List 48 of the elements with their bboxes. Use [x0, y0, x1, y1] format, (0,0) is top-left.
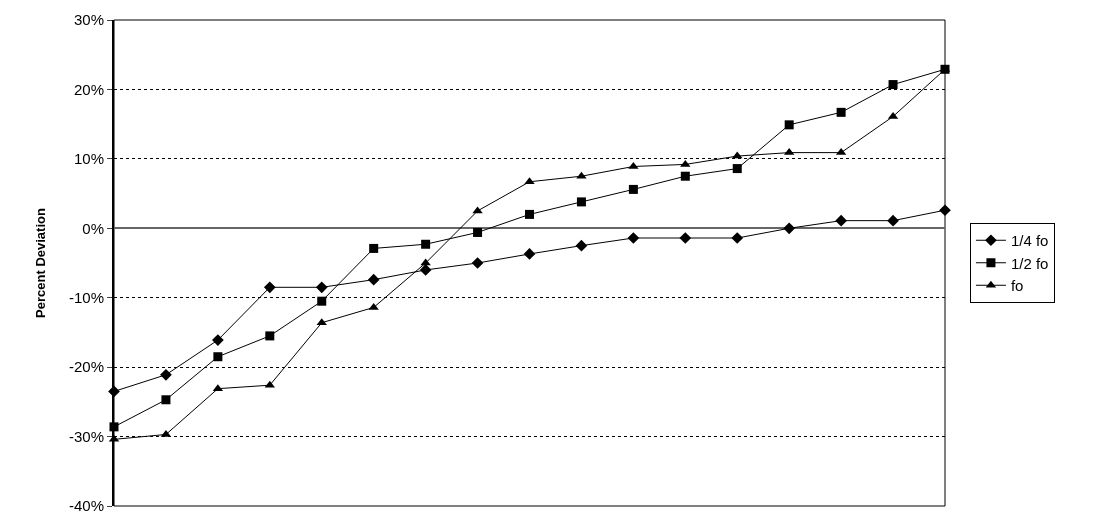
point [784, 120, 794, 130]
point [368, 302, 379, 310]
legend-label: 1/4 fo [1010, 232, 1049, 250]
point [265, 331, 275, 341]
point [212, 334, 224, 346]
point [315, 281, 328, 294]
point [679, 232, 692, 244]
y-tick-label: 20% [73, 80, 104, 98]
point [680, 171, 690, 181]
point [576, 197, 586, 207]
point [835, 214, 847, 227]
point [627, 232, 640, 244]
point [731, 232, 744, 244]
point [628, 184, 638, 194]
point [472, 206, 483, 214]
point [471, 257, 484, 269]
y-axis-title: Percent Deviation [33, 208, 49, 318]
point [939, 204, 951, 217]
point [160, 368, 172, 381]
point [887, 214, 899, 227]
y-tick-label: -40% [68, 497, 104, 515]
y-tick-label: -10% [68, 288, 104, 306]
point [473, 227, 483, 237]
point [524, 177, 535, 185]
point [317, 296, 327, 306]
point [161, 395, 171, 405]
point [367, 273, 380, 286]
point [628, 161, 639, 169]
legend-label: fo [1010, 277, 1024, 295]
point [680, 159, 691, 167]
point [263, 281, 276, 294]
point [213, 352, 223, 362]
point [836, 107, 846, 117]
point [419, 264, 432, 276]
point [575, 239, 588, 252]
point [888, 80, 898, 90]
y-tick-label: -20% [68, 358, 104, 376]
y-tick-label: -30% [68, 427, 104, 445]
legend-label: 1/2 fo [1010, 254, 1049, 272]
point [783, 222, 796, 235]
point [732, 164, 742, 174]
y-tick-label: 0% [82, 219, 104, 237]
y-tick-label: 30% [73, 11, 104, 29]
y-tick-label: 10% [73, 150, 104, 168]
point [523, 248, 536, 260]
point [421, 239, 431, 249]
point [525, 209, 534, 219]
point [369, 243, 379, 253]
